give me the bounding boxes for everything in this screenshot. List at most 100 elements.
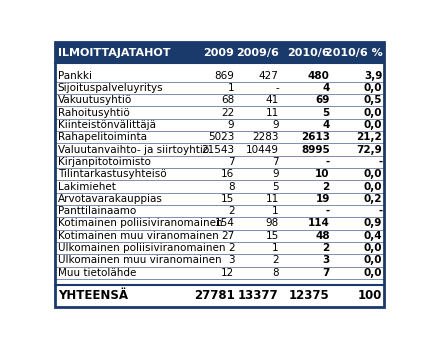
Text: 4: 4 <box>322 83 329 93</box>
Text: 0,5: 0,5 <box>363 95 381 105</box>
Bar <box>55 168 383 180</box>
Bar <box>55 230 383 242</box>
Text: 48: 48 <box>314 231 329 241</box>
Bar <box>55 63 383 70</box>
Text: 12375: 12375 <box>288 289 329 302</box>
Bar <box>55 267 383 279</box>
Text: 11: 11 <box>265 194 278 204</box>
Text: -: - <box>325 157 329 167</box>
Bar <box>55 242 383 254</box>
Text: Valuutanvaihto- ja siirtoyhtiö: Valuutanvaihto- ja siirtoyhtiö <box>58 145 208 155</box>
Text: -: - <box>274 83 278 93</box>
Bar <box>55 217 383 230</box>
Text: 0,0: 0,0 <box>363 243 381 253</box>
Text: 2: 2 <box>227 206 234 216</box>
Text: 27781: 27781 <box>193 289 234 302</box>
Text: Kotimainen poliisiviranomainen: Kotimainen poliisiviranomainen <box>58 218 222 228</box>
Text: 3: 3 <box>227 255 234 265</box>
Text: Vakuutusyhtiö: Vakuutusyhtiö <box>58 95 132 105</box>
Text: 5: 5 <box>322 108 329 118</box>
Text: 2010/6: 2010/6 <box>286 48 329 58</box>
Text: 5023: 5023 <box>207 132 234 142</box>
Text: 8995: 8995 <box>300 145 329 155</box>
Text: -: - <box>377 157 381 167</box>
Bar <box>55 279 383 285</box>
Text: 2283: 2283 <box>252 132 278 142</box>
Text: 3: 3 <box>322 255 329 265</box>
Bar <box>55 254 383 267</box>
Text: Arvotavarakauppias: Arvotavarakauppias <box>58 194 162 204</box>
Text: 8: 8 <box>227 181 234 191</box>
Text: 16: 16 <box>221 169 234 179</box>
Text: 21,2: 21,2 <box>356 132 381 142</box>
Text: Muu tietolähde: Muu tietolähde <box>58 268 136 278</box>
Bar <box>55 70 383 82</box>
Text: 5: 5 <box>271 181 278 191</box>
Text: 2: 2 <box>271 255 278 265</box>
Text: 0,2: 0,2 <box>363 194 381 204</box>
Text: 9: 9 <box>227 120 234 130</box>
Text: 0,0: 0,0 <box>363 83 381 93</box>
Text: 1: 1 <box>271 243 278 253</box>
Text: 154: 154 <box>214 218 234 228</box>
Bar <box>55 42 383 63</box>
Text: 0,0: 0,0 <box>363 169 381 179</box>
Bar <box>55 144 383 156</box>
Text: Kiinteistönvälittäjä: Kiinteistönvälittäjä <box>58 120 155 130</box>
Text: 114: 114 <box>307 218 329 228</box>
Text: 0,4: 0,4 <box>363 231 381 241</box>
Text: YHTEENSÄ: YHTEENSÄ <box>58 289 127 302</box>
Text: 2: 2 <box>322 243 329 253</box>
Text: 2: 2 <box>227 243 234 253</box>
Text: 1: 1 <box>227 83 234 93</box>
Text: 0,0: 0,0 <box>363 255 381 265</box>
Bar <box>55 205 383 217</box>
Text: 22: 22 <box>221 108 234 118</box>
Text: Ulkomainen poliisiviranomainen: Ulkomainen poliisiviranomainen <box>58 243 225 253</box>
Bar <box>55 156 383 168</box>
Text: 7: 7 <box>271 157 278 167</box>
Text: 0,0: 0,0 <box>363 108 381 118</box>
Text: 7: 7 <box>322 268 329 278</box>
Bar <box>55 107 383 119</box>
Text: 2010/6 %: 2010/6 % <box>324 48 381 58</box>
Text: 1: 1 <box>271 206 278 216</box>
Text: 9: 9 <box>271 169 278 179</box>
Bar <box>55 94 383 107</box>
Text: Kirjanpitotoimisto: Kirjanpitotoimisto <box>58 157 150 167</box>
Bar <box>55 285 383 306</box>
Text: 0,0: 0,0 <box>363 120 381 130</box>
Text: 3,9: 3,9 <box>363 71 381 81</box>
Text: Sijoituspalveluyritys: Sijoituspalveluyritys <box>58 83 163 93</box>
Bar <box>55 82 383 94</box>
Text: Rahapelitoiminta: Rahapelitoiminta <box>58 132 147 142</box>
Text: 69: 69 <box>315 95 329 105</box>
Text: 2: 2 <box>322 181 329 191</box>
Text: 0,0: 0,0 <box>363 268 381 278</box>
Text: 4: 4 <box>322 120 329 130</box>
Text: 27: 27 <box>221 231 234 241</box>
Text: 8: 8 <box>271 268 278 278</box>
Text: 98: 98 <box>265 218 278 228</box>
Text: -: - <box>377 206 381 216</box>
Text: Pankki: Pankki <box>58 71 92 81</box>
Text: 21543: 21543 <box>201 145 234 155</box>
Text: 41: 41 <box>265 95 278 105</box>
Bar <box>55 131 383 144</box>
Text: Lakimiehet: Lakimiehet <box>58 181 115 191</box>
Text: 869: 869 <box>214 71 234 81</box>
Text: 427: 427 <box>258 71 278 81</box>
Text: 10: 10 <box>314 169 329 179</box>
Text: 19: 19 <box>315 194 329 204</box>
Text: 15: 15 <box>221 194 234 204</box>
Bar <box>55 193 383 205</box>
Text: 2009/6: 2009/6 <box>236 48 278 58</box>
Text: 12: 12 <box>221 268 234 278</box>
Bar <box>55 180 383 193</box>
Text: 9: 9 <box>271 120 278 130</box>
Text: 0,9: 0,9 <box>363 218 381 228</box>
Text: Kotimainen muu viranomainen: Kotimainen muu viranomainen <box>58 231 218 241</box>
Text: 68: 68 <box>221 95 234 105</box>
Text: Rahoitusyhtiö: Rahoitusyhtiö <box>58 108 129 118</box>
Text: 2613: 2613 <box>300 132 329 142</box>
